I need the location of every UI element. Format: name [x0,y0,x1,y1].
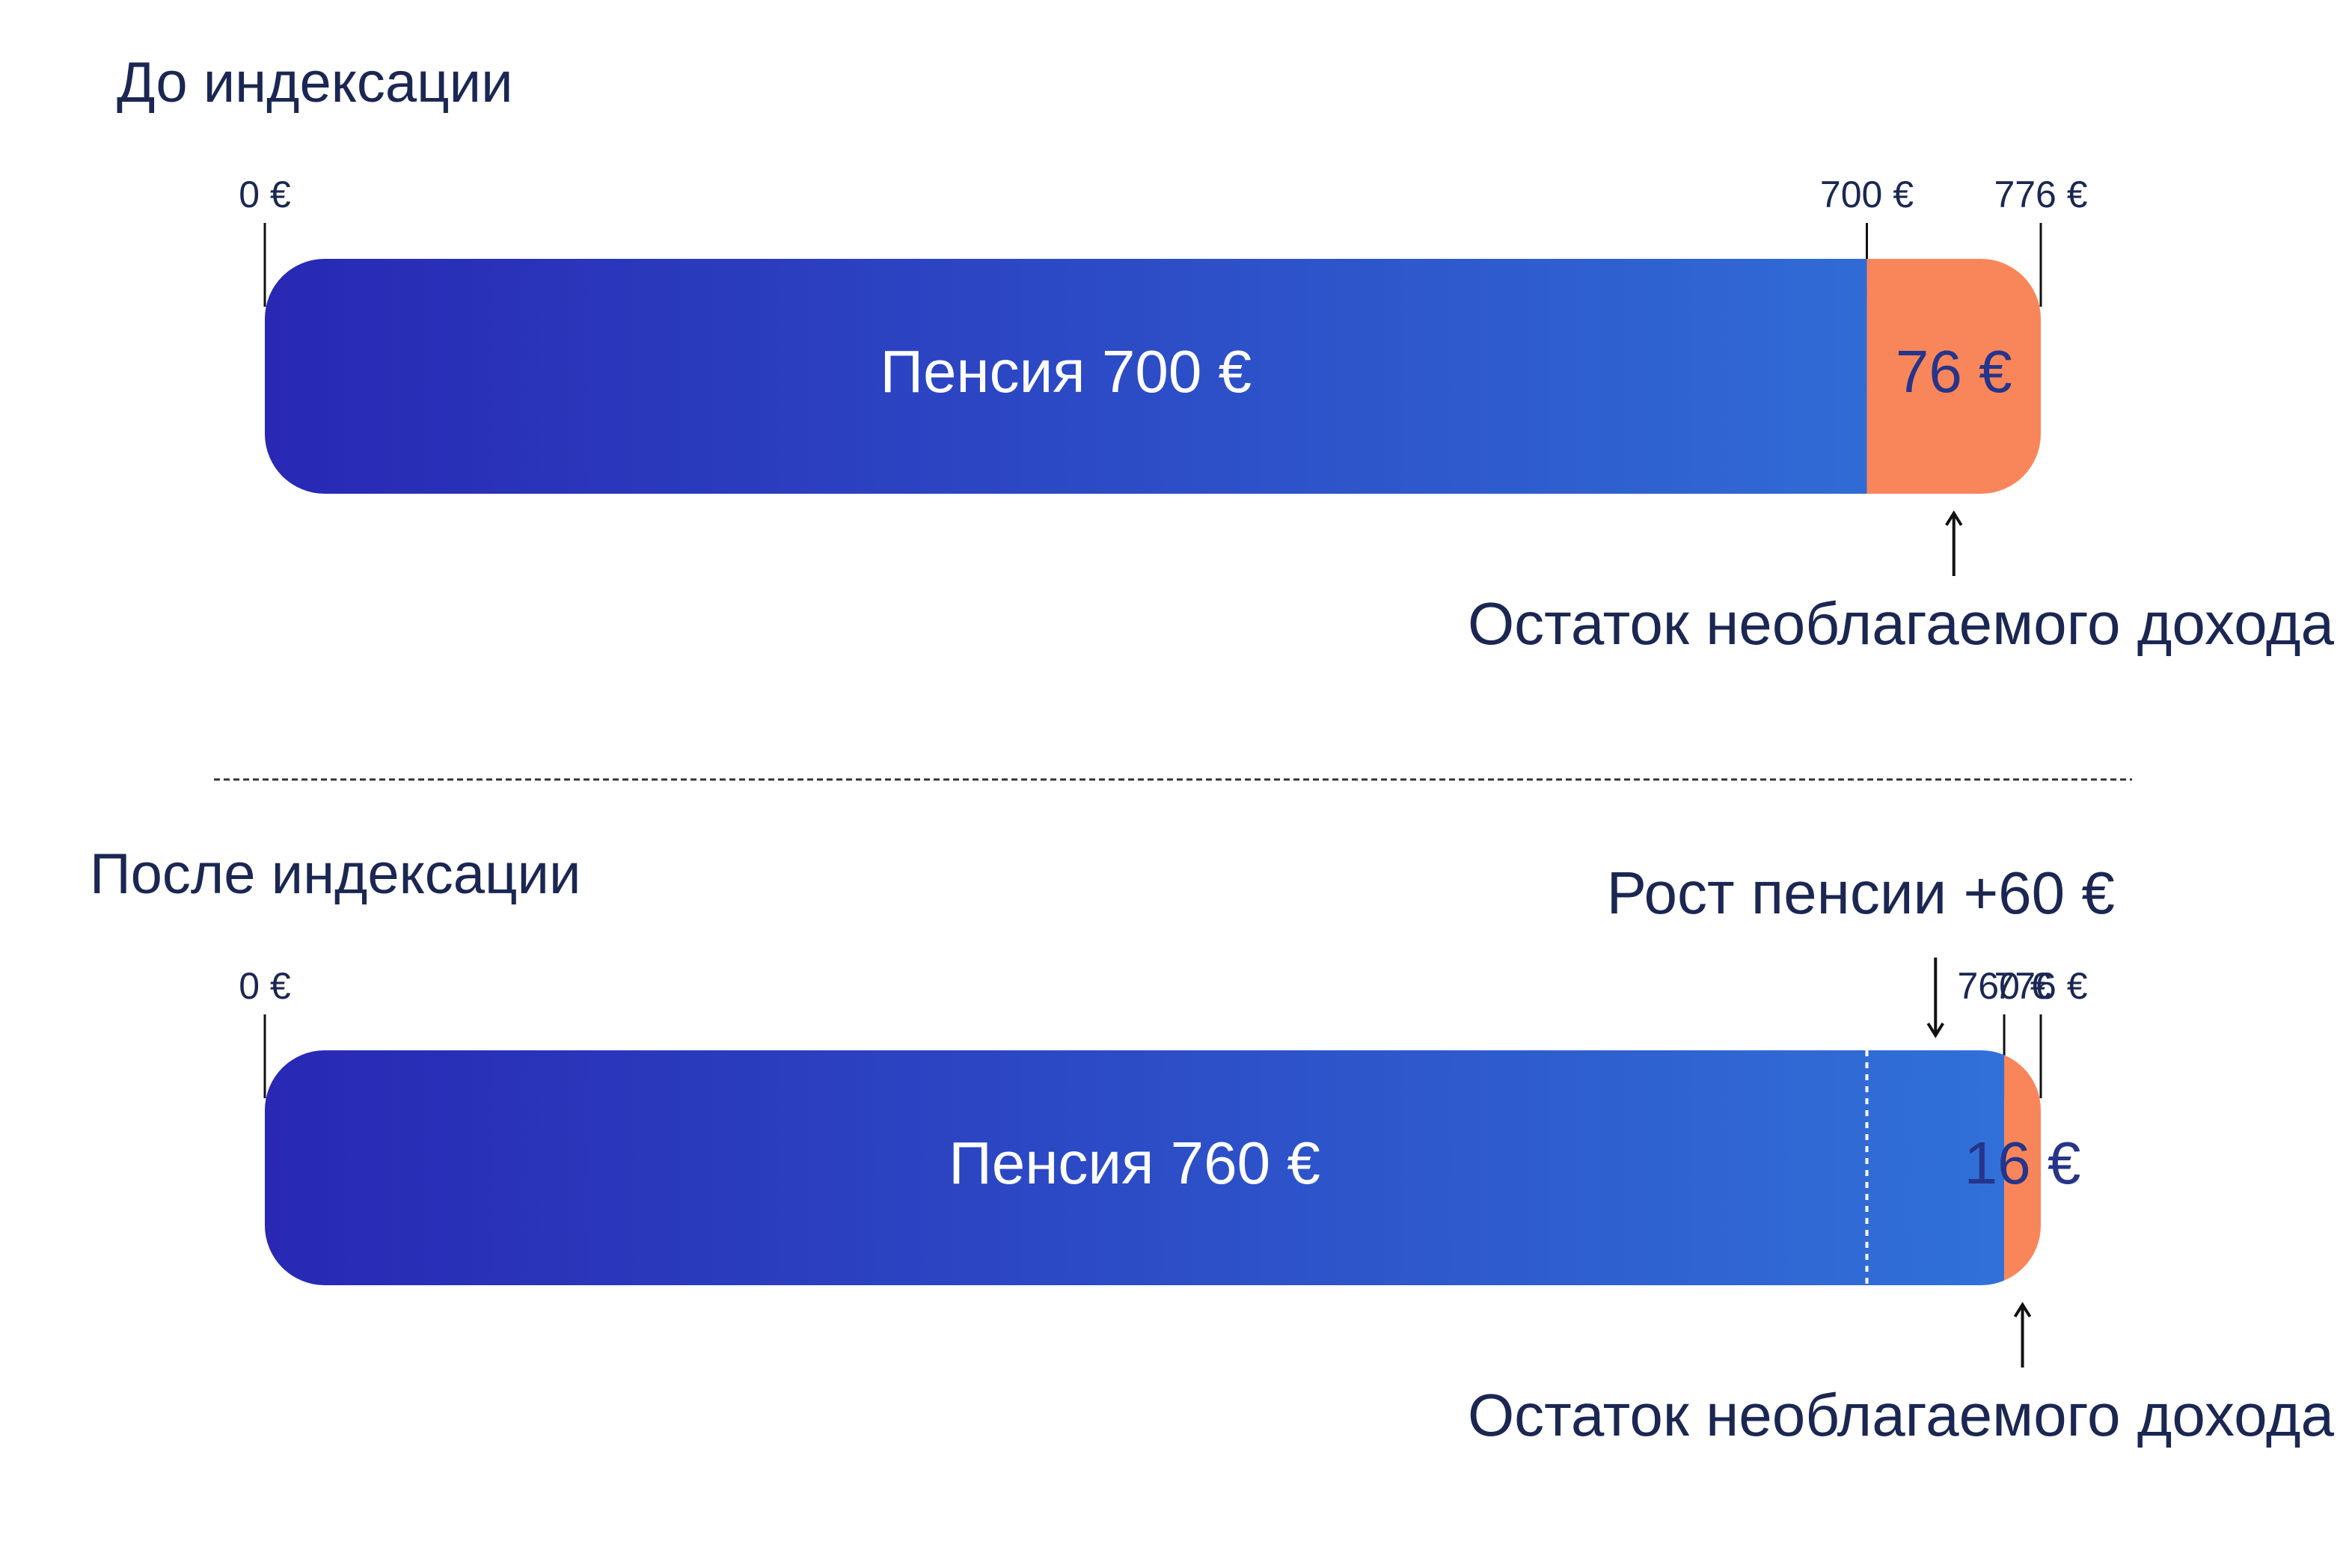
x-tick-label: 776 € [1994,965,2087,1007]
chart-title: После индексации [90,842,581,906]
x-tick-label: 776 € [1994,174,2087,215]
bar [265,1050,2041,1285]
arrow [1945,510,1963,576]
x-tick-label: 760 € [1957,965,2051,1007]
bar-segment [2004,1050,2041,1285]
arrow [2013,1302,2032,1368]
x-tick-label: 0 € [239,174,291,215]
annotation: Остаток необлагаемого дохода [1468,590,2335,657]
segment-label: 76 € [1896,338,2012,405]
x-tick-label: 700 € [1820,174,1914,215]
bar-segment [265,1050,2005,1285]
segment-label: Пенсия 700 € [880,338,1252,405]
annotation: Остаток необлагаемого дохода [1468,1382,2335,1448]
bar-segment [265,259,1867,494]
chart-title: До индексации [117,51,513,114]
segment-label: Пенсия 760 € [949,1130,1320,1196]
segment-label: 16 € [1964,1130,2081,1196]
x-tick-label: 0 € [239,965,291,1007]
bar [265,259,2041,494]
annotation: Рост пенсии +60 € [1607,860,2115,926]
arrow [1926,958,1944,1038]
bar-segment [1866,259,2041,494]
